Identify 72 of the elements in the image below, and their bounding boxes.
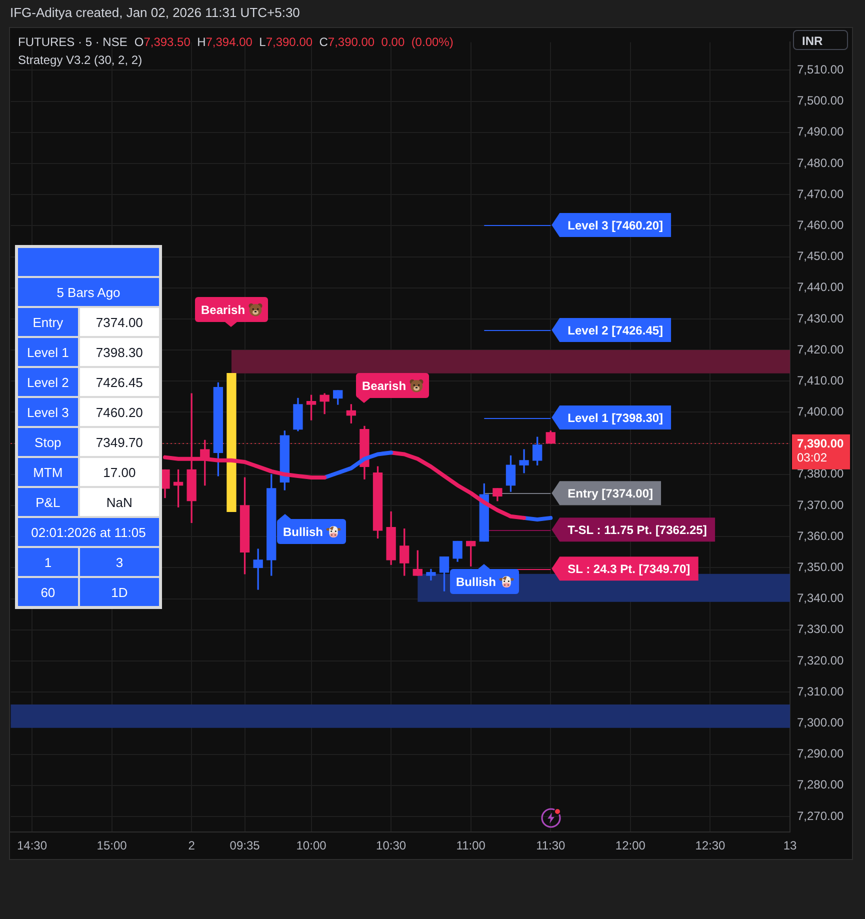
x-tick-label: 12:30 (695, 838, 726, 853)
y-tick-label: 7,480.00 (797, 156, 844, 170)
text: IFG-Aditya created, Jan 02, 2026 11:31 UTC+5:30 (10, 5, 300, 21)
y-tick-label: 7,460.00 (797, 218, 844, 232)
data-label: 7398.30 (80, 338, 159, 366)
y-tick-label: 7,280.00 (797, 778, 844, 792)
y-tick-label: 7,330.00 (797, 622, 844, 636)
category-label: Stop (18, 428, 78, 456)
annotation: 3 (80, 548, 159, 576)
chart-title: FUTURES · 5 · NSE (18, 35, 128, 49)
y-tick-label: 7,360.00 (797, 528, 844, 543)
ref-line-label: SL : 24.3 Pt. [7349.70] (568, 562, 690, 576)
x-tick-label: 2 (188, 838, 196, 853)
x-tick-label: 11:00 (456, 838, 486, 853)
x-tick-label: 12:00 (615, 838, 646, 853)
x-tick-label: 11:30 (536, 838, 566, 853)
x-tick-label: 13 (783, 838, 797, 853)
annotation: 1D (80, 578, 159, 606)
y-tick-label: 7,270.00 (797, 808, 844, 823)
annotation: 1 (18, 548, 78, 576)
data-label: 17.00 (80, 458, 159, 486)
data-label: 7374.00 (80, 308, 159, 336)
annotation: 60 (18, 578, 78, 606)
category-label: Entry (18, 308, 78, 336)
y-tick-label: 7,380.00 (797, 466, 844, 481)
y-tick-label: 7,320.00 (797, 653, 844, 668)
x-tick-label: 09:35 (230, 838, 260, 853)
data-label: NaN (80, 488, 159, 516)
annotation: Bearish (362, 378, 406, 392)
y-tick-label: 7,420.00 (797, 342, 844, 356)
y-tick-label: 7,290.00 (797, 746, 844, 761)
y-tick-label: 7,410.00 (797, 373, 844, 388)
category-label: P&L (18, 488, 78, 516)
y-tick-label: 7,300.00 (797, 715, 844, 730)
annotation: Bearish (201, 302, 246, 316)
y-tick-label: 7,510.00 (797, 62, 844, 76)
y-tick-label: 7,450.00 (797, 249, 844, 264)
data-label: 7426.45 (80, 368, 159, 396)
y-tick-label: 7,340.00 (797, 591, 844, 606)
y-tick-label: 7,400.00 (797, 404, 844, 419)
ref-line-label: T-SL : 11.75 Pt. [7362.25] (568, 522, 707, 537)
y-tick-label: 7,470.00 (797, 186, 844, 201)
category-label: MTM (18, 458, 78, 486)
data-label: 7349.70 (80, 428, 159, 456)
text: INR (793, 30, 848, 50)
data-label: 7460.20 (80, 398, 159, 426)
y-tick-label: 7,430.00 (797, 311, 844, 326)
y-tick-label: 7,440.00 (797, 280, 844, 294)
y-tick-label: 7,310.00 (797, 684, 844, 698)
y-tick-label: 7,350.00 (797, 560, 844, 574)
y-tick-label: 7,500.00 (797, 94, 844, 108)
ref-line-label: Level 3 [7460.20] (568, 218, 664, 232)
candlestick (519, 449, 529, 474)
x-tick-label: 10:00 (296, 838, 327, 853)
ref-line-label: Entry [7374.00] (568, 486, 654, 500)
category-label: Level 3 (18, 398, 78, 426)
x-tick-label: 10:30 (376, 838, 406, 853)
annotation: Bullish (456, 574, 496, 588)
x-tick-label: 14:30 (17, 838, 48, 853)
text: 5 Bars Ago (18, 278, 159, 306)
y-tick-label: 7,370.00 (797, 498, 844, 512)
category-label: Level 1 (18, 338, 78, 366)
x-tick-label: 15:00 (96, 838, 128, 853)
ref-line-label: 7,390.00 03:02 (797, 436, 844, 465)
y-tick-label: 7,490.00 (797, 124, 844, 139)
text: O7,393.50 H7,394.00 L7,390.00 C7,390.00 0.00 (0.00%) (134, 35, 454, 49)
category-label: Level 2 (18, 368, 78, 396)
ref-line-label: Level 1 [7398.30] (568, 410, 664, 425)
annotation: 02:01:2026 at 11:05 (18, 518, 159, 546)
ref-line-label: Level 2 [7426.45] (568, 323, 664, 338)
text: Strategy V3.2 (30, 2, 2) (18, 52, 142, 68)
annotation: Bullish (283, 524, 324, 538)
